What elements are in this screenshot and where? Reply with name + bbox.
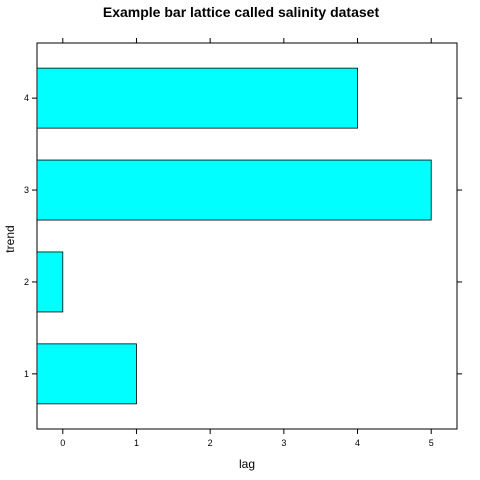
- bars-layer: [36, 67, 432, 405]
- y-tick-label: 4: [24, 93, 29, 103]
- x-tick-label: 1: [134, 438, 139, 448]
- bar-trend-4: [36, 67, 358, 129]
- x-tick-label: 2: [208, 438, 213, 448]
- bar-trend-1: [36, 343, 137, 405]
- x-tick-label: 3: [281, 438, 286, 448]
- y-axis-ticks: 1 2 3 4: [24, 93, 462, 379]
- bar-trend-2: [36, 251, 64, 313]
- plot-frame: [36, 42, 458, 430]
- y-tick-label: 3: [24, 185, 29, 195]
- x-tick-label: 0: [60, 438, 65, 448]
- x-tick-label: 5: [429, 438, 434, 448]
- y-tick-label: 1: [24, 369, 29, 379]
- bar-trend-3: [36, 159, 432, 221]
- chart-title: Example bar lattice called salinity data…: [103, 4, 380, 20]
- y-axis-label: trend: [3, 225, 17, 252]
- y-tick-label: 2: [24, 277, 29, 287]
- x-tick-label: 4: [355, 438, 360, 448]
- x-axis-ticks: 0 1 2 3 4 5: [60, 38, 434, 448]
- x-axis-label: lag: [239, 457, 255, 471]
